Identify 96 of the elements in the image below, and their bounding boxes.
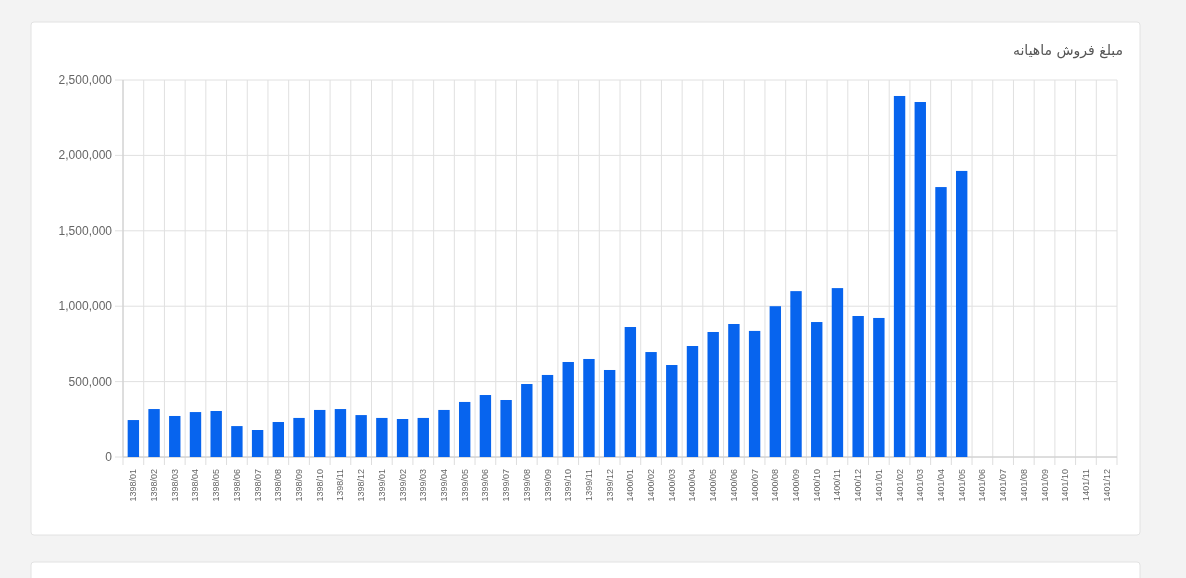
x-tick-label: 1401/03	[915, 469, 926, 502]
x-tick-label: 1399/06	[480, 469, 491, 502]
bar	[355, 415, 367, 457]
bar	[769, 306, 782, 457]
x-tick-label: 1398/10	[314, 469, 325, 502]
bar	[127, 420, 140, 457]
x-tick-label: 1398/03	[169, 469, 180, 502]
bar	[376, 417, 388, 457]
bar	[873, 317, 885, 457]
bar	[438, 409, 450, 457]
bar	[583, 358, 595, 457]
x-tick-label: 1401/05	[956, 469, 967, 502]
x-tick-label: 1400/11	[832, 469, 843, 501]
x-tick-label: 1400/12	[853, 469, 864, 502]
x-tick-label: 1401/09	[1039, 469, 1050, 502]
bar	[852, 316, 864, 457]
bar	[728, 323, 740, 457]
x-tick-label: 1401/06	[977, 469, 988, 502]
y-tick-label: 1,500,000	[58, 223, 113, 238]
x-tick-label: 1398/07	[252, 469, 263, 502]
x-tick-label: 1400/05	[708, 469, 719, 502]
bar	[293, 417, 305, 457]
bar	[935, 187, 947, 457]
bar	[955, 170, 968, 457]
bar	[686, 346, 699, 457]
x-tick-label: 1400/03	[666, 469, 677, 502]
bar	[169, 415, 181, 457]
x-tick-label: 1398/04	[190, 469, 201, 502]
bar	[562, 362, 574, 457]
bar	[914, 102, 926, 457]
y-tick-label: 2,500,000	[58, 73, 113, 87]
x-tick-label: 1399/04	[438, 469, 449, 502]
x-tick-label: 1398/11	[335, 469, 346, 501]
bar	[479, 395, 492, 457]
bar	[624, 327, 637, 457]
bar	[189, 412, 202, 457]
x-tick-label: 1400/10	[811, 469, 822, 502]
x-tick-label: 1400/04	[687, 469, 698, 502]
x-tick-label: 1400/08	[770, 469, 781, 502]
x-tick-label: 1400/06	[728, 469, 739, 502]
x-tick-label: 1399/12	[604, 469, 615, 502]
bar	[396, 419, 409, 457]
bar	[893, 95, 906, 457]
x-tick-label: 1399/02	[397, 469, 408, 502]
bar	[417, 417, 429, 457]
x-tick-label: 1399/05	[459, 469, 470, 502]
chart-title: مبلغ فروش ماهیانه	[1012, 42, 1123, 59]
x-tick-label: 1401/01	[873, 469, 884, 502]
x-tick-label: 1401/08	[1018, 469, 1029, 502]
x-tick-label: 1401/04	[935, 469, 946, 502]
x-tick-label: 1398/01	[128, 469, 139, 502]
bar	[314, 409, 326, 457]
y-tick-label: 500,000	[68, 374, 113, 389]
x-tick-label: 1399/07	[501, 469, 512, 502]
bar	[210, 411, 222, 457]
bar	[666, 365, 678, 457]
bar	[272, 422, 285, 457]
bar	[603, 369, 616, 457]
x-tick-label: 1398/05	[211, 469, 222, 502]
x-tick-label: 1400/09	[791, 469, 802, 502]
x-tick-label: 1400/07	[749, 469, 760, 502]
y-tick-label: 1,000,000	[58, 299, 113, 314]
x-tick-label: 1399/01	[376, 469, 387, 502]
bar	[458, 401, 471, 457]
bar	[334, 409, 347, 457]
x-tick-label: 1398/02	[149, 469, 160, 502]
bar	[231, 426, 243, 457]
x-tick-label: 1401/02	[894, 469, 905, 502]
x-tick-label: 1398/12	[356, 469, 367, 502]
x-tick-label: 1400/01	[625, 469, 636, 502]
x-tick-label: 1399/08	[521, 469, 532, 502]
x-tick-label: 1399/03	[418, 469, 429, 502]
x-tick-label: 1399/10	[563, 469, 574, 502]
bar	[148, 409, 160, 457]
bar	[811, 322, 823, 457]
x-tick-label: 1401/07	[998, 469, 1009, 502]
x-tick-label: 1398/08	[273, 469, 284, 502]
bar	[521, 384, 533, 457]
bar	[251, 430, 264, 457]
bar	[790, 291, 802, 457]
x-tick-label: 1399/11	[583, 469, 594, 501]
bar	[500, 400, 512, 457]
bar	[748, 330, 761, 457]
y-tick-label: 0	[105, 450, 113, 464]
x-tick-label: 1401/12	[1101, 469, 1112, 502]
bar	[831, 288, 844, 457]
x-tick-label: 1401/11	[1080, 469, 1091, 501]
bar	[645, 352, 657, 457]
y-tick-label: 2,000,000	[58, 148, 113, 163]
bar	[541, 374, 554, 457]
x-tick-label: 1400/02	[646, 469, 657, 502]
x-tick-label: 1398/06	[231, 469, 242, 502]
x-tick-label: 1401/10	[1060, 469, 1071, 502]
x-tick-label: 1399/09	[542, 469, 553, 502]
bar	[707, 331, 719, 457]
x-tick-label: 1398/09	[294, 469, 305, 502]
